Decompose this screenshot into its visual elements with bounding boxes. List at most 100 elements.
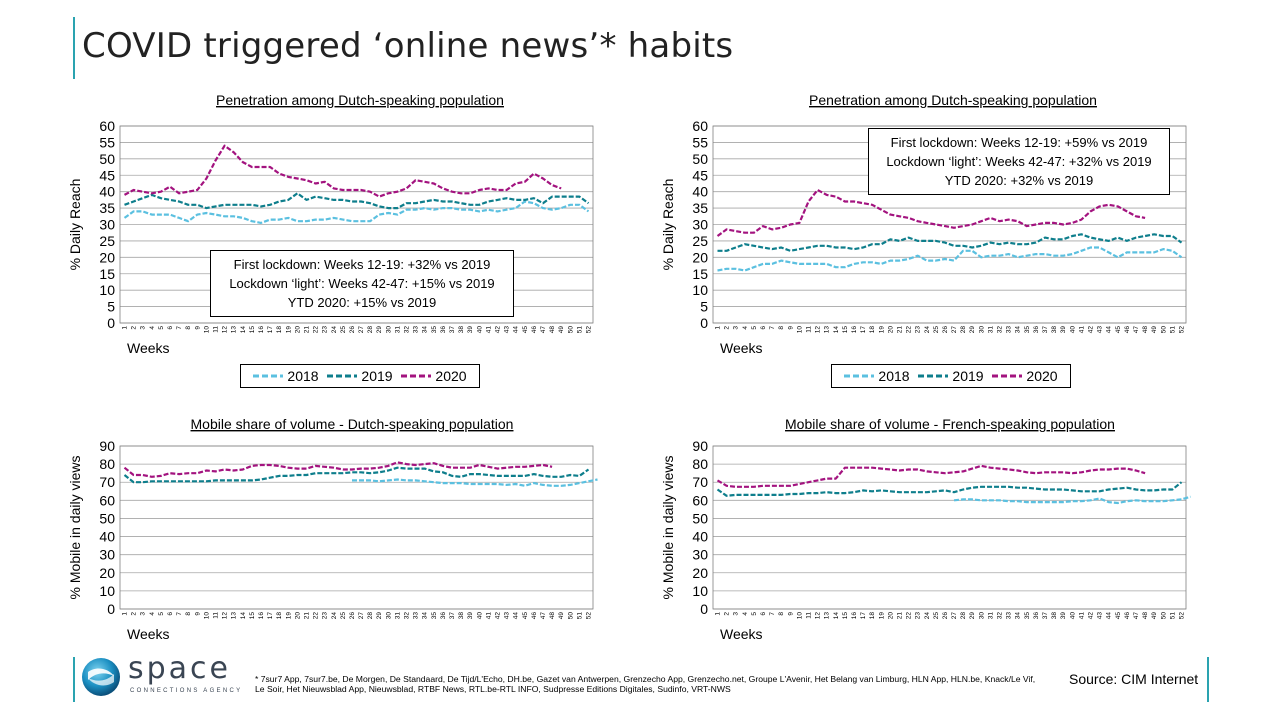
y-tick-label: 30 — [99, 217, 115, 233]
y-axis-label: % Mobile in daily views — [67, 456, 83, 600]
y-tick-label: 30 — [692, 217, 708, 233]
x-tick-label: 42 — [1087, 612, 1094, 620]
x-tick-label: 26 — [942, 326, 949, 334]
x-tick-label: 34 — [422, 326, 429, 334]
x-tick-label: 48 — [1142, 612, 1149, 620]
x-tick-label: 39 — [467, 326, 474, 334]
x-tick-label: 44 — [1106, 612, 1113, 620]
x-tick-label: 15 — [249, 612, 256, 620]
x-tick-label: 51 — [576, 612, 583, 620]
legend-label: 2020 — [1026, 368, 1058, 384]
x-tick-label: 35 — [1024, 326, 1031, 334]
x-tick-label: 49 — [558, 326, 565, 334]
annotation-line: Lockdown ‘light’: Weeks 42-47: +32% vs 2… — [886, 154, 1152, 169]
x-tick-label: 49 — [1151, 612, 1158, 620]
chart-penetration-dutch-right: Penetration among Dutch-speaking populat… — [653, 88, 1253, 398]
x-tick-label: 11 — [806, 612, 813, 619]
y-tick-label: 10 — [99, 282, 115, 298]
x-tick-label: 36 — [1033, 612, 1040, 620]
y-tick-label: 10 — [692, 583, 708, 599]
x-tick-label: 38 — [1051, 612, 1058, 620]
x-tick-label: 10 — [203, 326, 210, 334]
annotation-line: YTD 2020: +32% vs 2019 — [944, 173, 1094, 188]
x-tick-label: 3 — [733, 612, 740, 616]
x-tick-label: 37 — [1042, 612, 1049, 620]
x-tick-label: 38 — [1051, 326, 1058, 334]
legend-swatch — [327, 374, 358, 378]
x-tick-label: 12 — [222, 326, 229, 334]
annotation-line: First lockdown: Weeks 12-19: +32% vs 201… — [233, 257, 491, 272]
chart-penetration-dutch-left: Penetration among Dutch-speaking populat… — [60, 88, 660, 398]
legend-label: 2019 — [361, 368, 393, 384]
x-tick-label: 10 — [796, 612, 803, 620]
chart-svg: Mobile share of volume - Dutch-speaking … — [67, 416, 598, 642]
y-tick-label: 25 — [99, 233, 115, 249]
x-tick-label: 42 — [494, 326, 501, 334]
x-tick-label: 29 — [969, 612, 976, 620]
chart-svg: Penetration among Dutch-speaking populat… — [67, 92, 594, 356]
x-tick-label: 4 — [742, 612, 749, 616]
legend-swatch — [401, 374, 432, 378]
footer-accent-bar-right — [1207, 657, 1209, 702]
x-tick-label: 42 — [494, 612, 501, 620]
source-label: Source: CIM Internet — [1069, 671, 1199, 687]
x-tick-label: 46 — [1124, 326, 1131, 334]
x-tick-label: 6 — [760, 612, 767, 616]
x-tick-label: 47 — [540, 326, 547, 334]
y-tick-label: 20 — [99, 565, 115, 581]
x-axis-label: Weeks — [127, 626, 170, 642]
x-tick-label: 23 — [915, 326, 922, 334]
space-logo-icon — [82, 658, 120, 696]
x-tick-label: 28 — [367, 612, 374, 620]
legend-item-2019: 2019 — [918, 368, 984, 384]
x-tick-label: 23 — [915, 612, 922, 620]
x-tick-label: 38 — [458, 326, 465, 334]
x-tick-label: 44 — [513, 612, 520, 620]
chart-legend: 2018 2019 2020 — [240, 364, 480, 388]
x-tick-label: 8 — [778, 612, 785, 616]
plot-area — [712, 125, 1187, 324]
x-tick-label: 47 — [1133, 326, 1140, 334]
chart-svg: Mobile share of volume - French-speaking… — [660, 416, 1191, 642]
x-tick-label: 39 — [1060, 612, 1067, 620]
y-axis-label: % Daily Reach — [67, 179, 83, 271]
x-tick-label: 31 — [987, 612, 994, 620]
chart-title: Mobile share of volume - Dutch-speaking … — [191, 416, 514, 432]
title-accent-bar — [73, 17, 75, 79]
x-tick-label: 8 — [185, 326, 192, 330]
chart-title: Penetration among Dutch-speaking populat… — [216, 92, 504, 108]
footnote: * 7sur7 App, 7sur7.be, De Morgen, De Sta… — [255, 674, 1036, 694]
x-tick-label: 9 — [194, 612, 201, 616]
chart-title: Penetration among Dutch-speaking populat… — [809, 92, 1097, 108]
x-tick-label: 21 — [303, 612, 310, 620]
annotation-line: Lockdown ‘light’: Weeks 42-47: +15% vs 2… — [229, 276, 495, 291]
x-tick-label: 11 — [806, 326, 813, 333]
x-tick-label: 16 — [851, 326, 858, 334]
y-tick-label: 45 — [99, 167, 115, 183]
x-tick-label: 46 — [531, 612, 538, 620]
x-tick-label: 20 — [887, 326, 894, 334]
x-tick-label: 35 — [431, 326, 438, 334]
x-tick-label: 15 — [842, 326, 849, 334]
x-tick-label: 17 — [267, 326, 274, 334]
x-tick-label: 41 — [485, 326, 492, 334]
logo-tagline: CONNECTIONS AGENCY — [130, 688, 243, 694]
x-tick-label: 51 — [1169, 326, 1176, 334]
x-tick-label: 34 — [1015, 612, 1022, 620]
y-tick-label: 50 — [692, 151, 708, 167]
y-tick-label: 50 — [99, 151, 115, 167]
x-tick-label: 45 — [1115, 612, 1122, 620]
x-tick-label: 24 — [331, 326, 338, 334]
x-tick-label: 22 — [906, 612, 913, 620]
y-tick-label: 90 — [99, 438, 115, 454]
y-tick-label: 10 — [692, 282, 708, 298]
logo-wordmark: space — [128, 651, 232, 686]
x-tick-label: 27 — [358, 612, 365, 620]
x-tick-label: 21 — [896, 326, 903, 334]
x-tick-label: 43 — [1097, 326, 1104, 334]
legend-swatch — [918, 374, 949, 378]
x-tick-label: 4 — [149, 612, 156, 616]
y-tick-label: 80 — [99, 456, 115, 472]
y-tick-label: 40 — [692, 184, 708, 200]
x-tick-label: 14 — [833, 326, 840, 334]
